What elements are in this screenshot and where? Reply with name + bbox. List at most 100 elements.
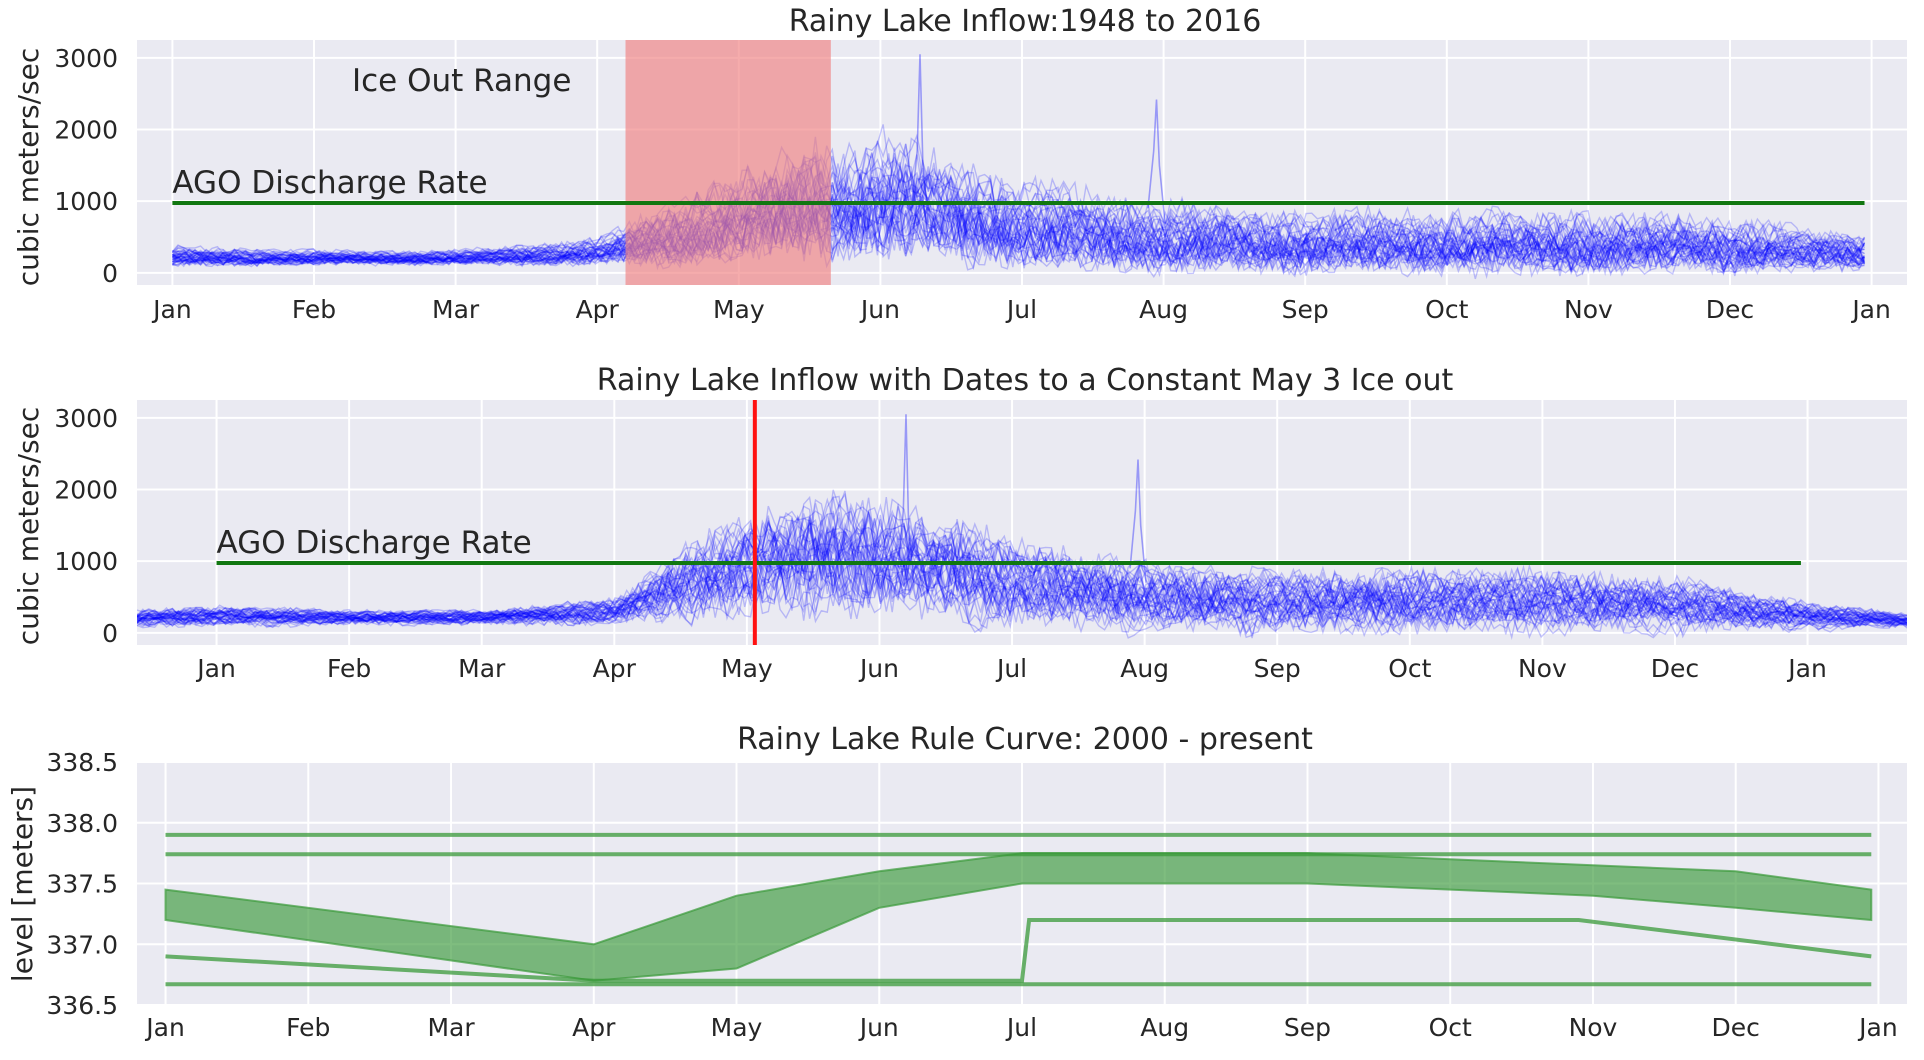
inflow-series [137,489,1907,621]
rule-curve-band [164,852,1873,982]
inflow-series [172,181,1865,269]
x-tick-label: Jul [995,654,1027,683]
inflow-series [171,136,1866,259]
ago-discharge-label: AGO Discharge Rate [172,165,487,201]
inflow-series [172,185,1866,271]
inflow-series [172,179,1866,269]
inflow-series [171,168,1865,264]
inflow-series [137,558,1907,636]
x-tick-label: May [713,295,765,324]
y-tick-label: 336.5 [46,991,118,1020]
y-axis-label: level [meters] [6,786,39,982]
inflow-series [171,189,1865,276]
inflow-series [137,535,1907,628]
x-tick-label: Oct [1429,1013,1472,1042]
inflow-series [137,544,1907,628]
y-tick-label: 0 [102,259,118,288]
y-axis-label: cubic meters/sec [12,48,45,286]
inflow-series [172,192,1865,273]
inflow-series [172,184,1866,272]
inflow-series [172,160,1865,262]
inflow-series [137,512,1907,623]
inflow-series [171,133,1865,259]
x-tick-label: Jul [1005,1013,1037,1042]
inflow-series [137,527,1907,625]
inflow-series [137,493,1907,621]
inflow-series [137,506,1907,621]
inflow-series [137,544,1907,627]
panel-rule-curve: Rainy Lake Rule Curve: 2000 - present le… [6,722,1907,1042]
x-tick-label: Jan [1857,1013,1898,1042]
panel-inflow-shifted: Rainy Lake Inflow with Dates to a Consta… [12,363,1907,683]
x-tick-label: Feb [292,295,336,324]
inflow-peak [897,414,915,583]
inflow-series [137,514,1907,621]
inflow-series [172,147,1865,261]
inflow-series [137,527,1907,627]
x-tick-label: Oct [1425,295,1468,324]
inflow-series [172,147,1866,261]
y-tick-label: 337.5 [46,870,118,899]
x-tick-label: Apr [576,295,620,324]
x-tick-label: Jan [1850,295,1891,324]
inflow-series [137,543,1907,630]
inflow-series [172,194,1866,278]
inflow-series [172,196,1865,273]
inflow-series [171,124,1866,258]
x-tick-label: Jan [195,654,236,683]
inflow-series [172,179,1866,268]
x-tick-label: Aug [1120,654,1169,683]
x-tick-label: Jun [859,295,900,324]
x-tick-label: Aug [1139,295,1188,324]
inflow-series [137,497,1907,618]
inflow-series [171,200,1866,278]
x-tick-label: Sep [1254,654,1301,683]
x-tick-label: Jul [1005,295,1037,324]
inflow-series [171,183,1866,275]
inflow-series [137,505,1907,623]
inflow-series [172,165,1866,264]
inflow-series [137,518,1907,625]
x-tick-label: Feb [286,1013,330,1042]
rule-curve-line [165,918,1872,983]
x-tick-label: May [721,654,773,683]
y-tick-label: 1000 [54,547,118,576]
inflow-series [172,183,1865,272]
inflow-series [137,506,1907,621]
inflow-series [137,521,1907,623]
inflow-series [172,187,1865,269]
inflow-series [137,516,1907,624]
inflow-series [172,165,1865,264]
inflow-series [137,552,1907,632]
inflow-series [172,156,1866,261]
y-tick-label: 3000 [54,44,118,73]
ice-out-range-band [625,40,831,285]
y-axis-label: cubic meters/sec [12,407,45,645]
x-tick-label: Nov [1518,654,1567,683]
inflow-series [137,554,1907,635]
inflow-series [171,164,1866,262]
x-tick-label: Oct [1388,654,1431,683]
x-tick-label: Jan [151,295,192,324]
inflow-series [171,169,1865,263]
x-tick-label: Sep [1284,1013,1331,1042]
inflow-peak [1129,459,1147,583]
inflow-peak [1147,99,1166,223]
inflow-series [172,143,1866,259]
inflow-series [137,565,1907,640]
inflow-series [171,177,1865,265]
inflow-series [137,538,1907,630]
x-tick-label: Feb [327,654,371,683]
x-tick-label: Jan [144,1013,185,1042]
y-tick-label: 338.0 [46,809,118,838]
y-tick-label: 0 [102,619,118,648]
inflow-series [137,502,1907,623]
inflow-series [137,495,1907,622]
inflow-series [172,195,1865,274]
inflow-series [172,189,1865,275]
inflow-series [137,544,1907,635]
inflow-series [171,200,1865,274]
x-tick-label: Nov [1569,1013,1618,1042]
x-tick-label: May [711,1013,763,1042]
